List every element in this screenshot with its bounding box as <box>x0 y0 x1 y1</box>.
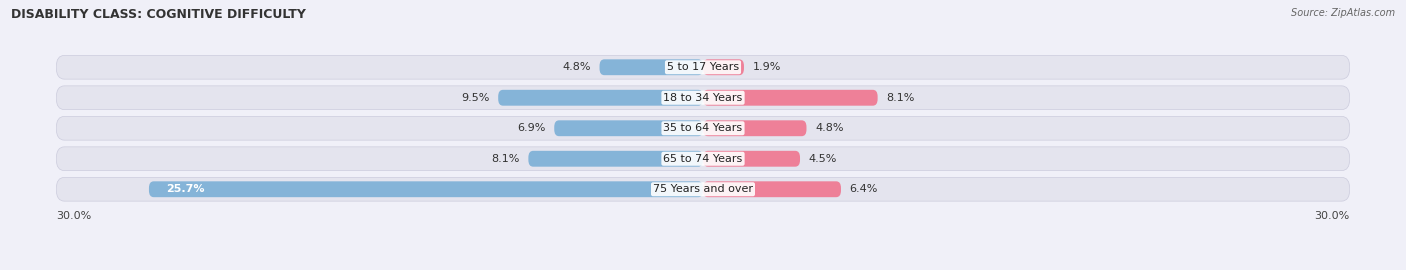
Text: 9.5%: 9.5% <box>461 93 489 103</box>
FancyBboxPatch shape <box>529 151 703 167</box>
Text: DISABILITY CLASS: COGNITIVE DIFFICULTY: DISABILITY CLASS: COGNITIVE DIFFICULTY <box>11 8 307 21</box>
FancyBboxPatch shape <box>703 59 744 75</box>
FancyBboxPatch shape <box>56 147 1350 171</box>
FancyBboxPatch shape <box>703 120 807 136</box>
FancyBboxPatch shape <box>56 177 1350 201</box>
Text: 4.8%: 4.8% <box>562 62 591 72</box>
Text: 8.1%: 8.1% <box>886 93 915 103</box>
Text: 75 Years and over: 75 Years and over <box>652 184 754 194</box>
FancyBboxPatch shape <box>56 116 1350 140</box>
FancyBboxPatch shape <box>149 181 703 197</box>
Text: 30.0%: 30.0% <box>56 211 91 221</box>
Text: 1.9%: 1.9% <box>752 62 780 72</box>
Text: 65 to 74 Years: 65 to 74 Years <box>664 154 742 164</box>
Text: 25.7%: 25.7% <box>166 184 205 194</box>
Text: 4.8%: 4.8% <box>815 123 844 133</box>
FancyBboxPatch shape <box>599 59 703 75</box>
FancyBboxPatch shape <box>554 120 703 136</box>
Text: 8.1%: 8.1% <box>491 154 520 164</box>
Text: 30.0%: 30.0% <box>1315 211 1350 221</box>
FancyBboxPatch shape <box>56 55 1350 79</box>
FancyBboxPatch shape <box>703 181 841 197</box>
Text: 5 to 17 Years: 5 to 17 Years <box>666 62 740 72</box>
Text: 18 to 34 Years: 18 to 34 Years <box>664 93 742 103</box>
FancyBboxPatch shape <box>56 86 1350 110</box>
FancyBboxPatch shape <box>703 151 800 167</box>
Text: 35 to 64 Years: 35 to 64 Years <box>664 123 742 133</box>
Text: Source: ZipAtlas.com: Source: ZipAtlas.com <box>1291 8 1395 18</box>
FancyBboxPatch shape <box>703 90 877 106</box>
Text: 4.5%: 4.5% <box>808 154 837 164</box>
FancyBboxPatch shape <box>498 90 703 106</box>
Text: 6.4%: 6.4% <box>849 184 877 194</box>
Text: 6.9%: 6.9% <box>517 123 546 133</box>
